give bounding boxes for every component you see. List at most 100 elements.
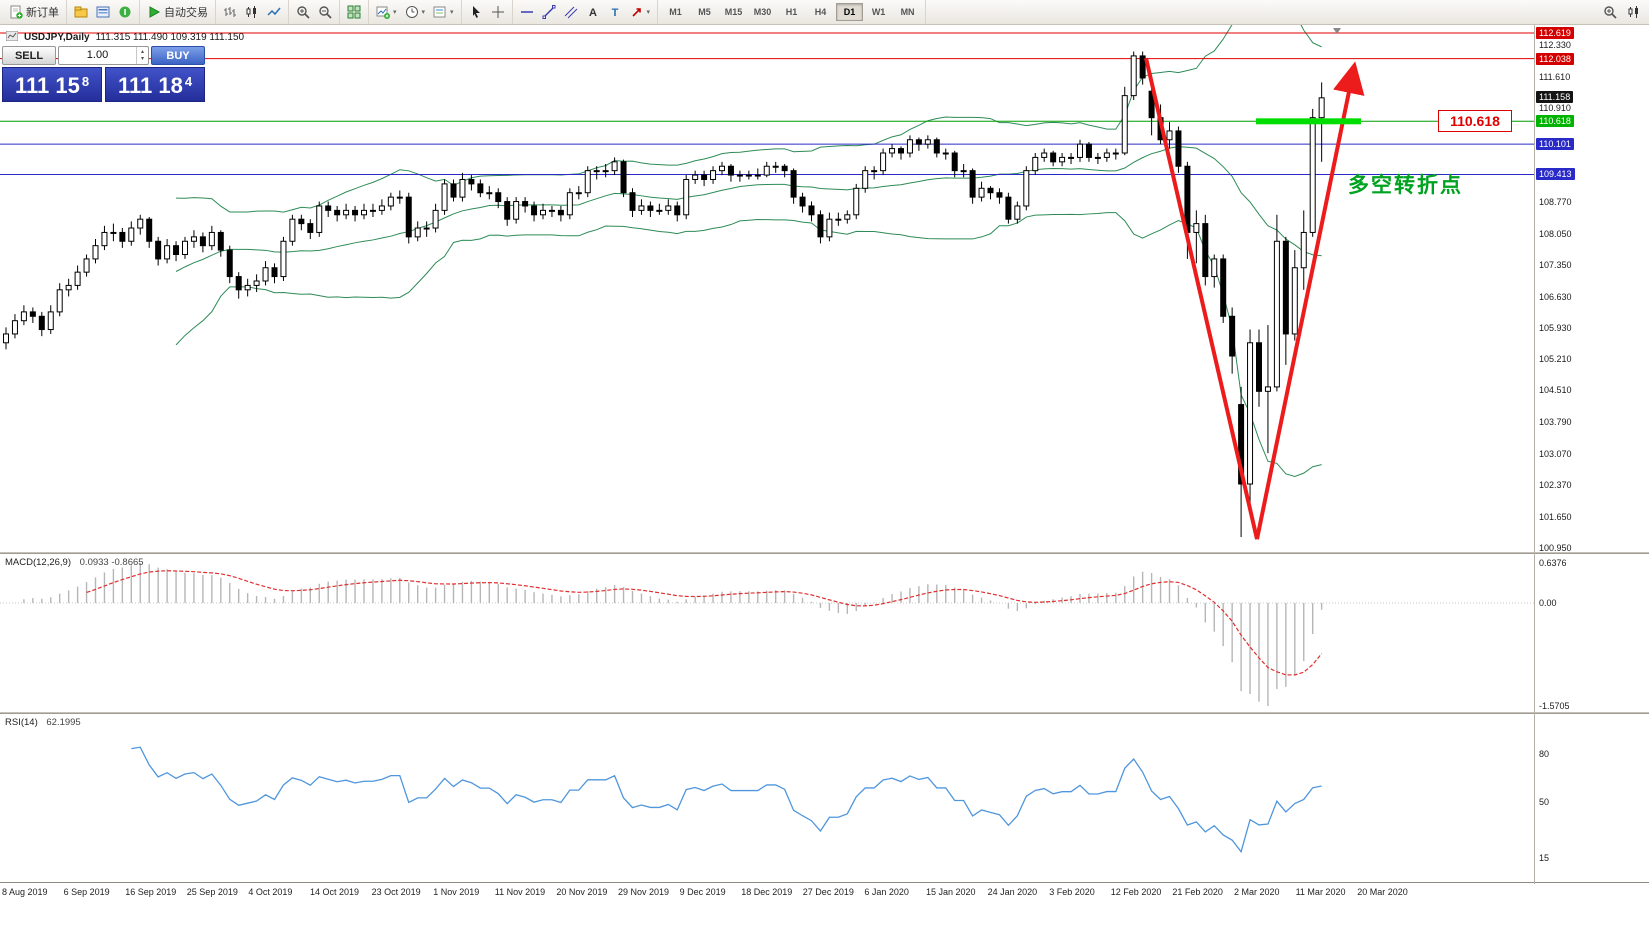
panel-splitter[interactable]: [0, 712, 1649, 714]
main-chart-plot[interactable]: [0, 25, 1534, 552]
zoom-in-icon[interactable]: [292, 2, 314, 22]
zoom-out-icon[interactable]: [314, 2, 336, 22]
date-label: 3 Feb 2020: [1049, 887, 1095, 897]
timeframe-toolbar: M1 M5 M15 M30 H1 H4 D1 W1 MN: [658, 0, 927, 24]
mini-chart-icon[interactable]: [1623, 2, 1645, 22]
new-chart-icon[interactable]: ▾: [372, 2, 401, 22]
buy-button[interactable]: BUY: [151, 46, 205, 65]
date-label: 27 Dec 2019: [802, 887, 854, 897]
svg-text:A: A: [589, 7, 597, 19]
navigator-icon[interactable]: [114, 2, 136, 22]
chevron-down-icon[interactable]: ▾: [450, 9, 454, 16]
date-label: 9 Dec 2019: [679, 887, 726, 897]
date-label: 23 Oct 2019: [371, 887, 421, 897]
text-icon[interactable]: A: [582, 2, 604, 22]
period-icon[interactable]: ▾: [401, 2, 430, 22]
price-tick-label: 108.050: [1539, 229, 1572, 240]
price-level-label[interactable]: 110.618: [1438, 110, 1512, 132]
macd-scale-label: -1.5705: [1539, 700, 1570, 711]
horizontal-line-icon[interactable]: [516, 2, 538, 22]
zoom-out-icon: [318, 5, 332, 19]
chart-symbol: USDJPY,Daily: [24, 32, 90, 43]
timeframe-h1[interactable]: H1: [778, 3, 805, 21]
panel-border: [0, 882, 1649, 883]
navigator-icon: [118, 5, 132, 19]
sell-price[interactable]: 111 15 8: [2, 67, 102, 102]
bar-chart-icon[interactable]: [219, 2, 241, 22]
crosshair-icon[interactable]: [487, 2, 509, 22]
macd-scale-label: 0.00: [1539, 597, 1557, 608]
template-icon[interactable]: ▾: [429, 2, 458, 22]
timeframe-h4[interactable]: H4: [807, 3, 834, 21]
trendline-icon[interactable]: [538, 2, 560, 22]
price-tick-label: 108.770: [1539, 197, 1572, 208]
scale-border: [1534, 25, 1535, 884]
chevron-down-icon[interactable]: ▾: [421, 9, 426, 16]
timeframe-mn[interactable]: MN: [894, 3, 921, 21]
date-label: 15 Jan 2020: [926, 887, 976, 897]
autotrading-button-label: 自动交易: [164, 7, 208, 19]
date-label: 20 Mar 2020: [1357, 887, 1408, 897]
rsi-plot[interactable]: [0, 714, 1534, 882]
chart-shift-marker: [1333, 28, 1341, 34]
time-axis[interactable]: 8 Aug 2019 6 Sep 2019 16 Sep 2019 25 Sep 20…: [0, 884, 1649, 902]
timeframe-w1[interactable]: W1: [865, 3, 892, 21]
macd-plot[interactable]: [0, 554, 1534, 712]
timeframe-m15[interactable]: M15: [720, 3, 747, 21]
timeframe-m1[interactable]: M1: [662, 3, 689, 21]
main-chart-panel: USDJPY,Daily 111.315 111.490 109.319 111…: [0, 25, 1649, 553]
volume-spinner[interactable]: ▴ ▾: [136, 47, 148, 64]
label-icon[interactable]: T: [604, 2, 626, 22]
line-chart-icon[interactable]: [263, 2, 285, 22]
arrows-icon: [630, 5, 644, 19]
buy-price-main: 111 18: [117, 73, 183, 98]
toolbar-group: [67, 0, 140, 24]
cursor-icon[interactable]: [465, 2, 487, 22]
charts-profile-icon[interactable]: [70, 2, 92, 22]
text-icon: A: [586, 5, 600, 19]
new-order-button-label: 新订单: [26, 7, 59, 19]
arrows-icon[interactable]: ▾: [626, 2, 655, 22]
macd-scale-label: 0.6376: [1539, 557, 1567, 568]
spinner-up-icon[interactable]: ▴: [140, 48, 144, 55]
toolbar-group: 自动交易: [140, 0, 216, 24]
toolbar-group: ▾ ▾ ▾: [369, 0, 462, 24]
trend-arrow-down: [1144, 57, 1259, 540]
price-line-label: 111.158: [1536, 91, 1574, 104]
price-tick-label: 106.630: [1539, 291, 1572, 302]
panel-splitter[interactable]: [0, 552, 1649, 554]
date-label: 11 Nov 2019: [494, 887, 546, 897]
rsi-title: RSI(14): [5, 717, 38, 728]
date-label: 2 Mar 2020: [1234, 887, 1280, 897]
annotation-note[interactable]: 多空转折点: [1348, 174, 1463, 197]
price-tick-label: 101.650: [1539, 511, 1572, 522]
crosshair-icon: [491, 5, 505, 19]
chevron-down-icon[interactable]: ▾: [646, 9, 651, 16]
buy-price[interactable]: 111 18 4: [105, 67, 205, 102]
candlestick-chart-icon[interactable]: [241, 2, 263, 22]
date-label: 8 Aug 2019: [2, 887, 48, 897]
chevron-down-icon[interactable]: ▾: [393, 9, 397, 16]
date-label: 16 Sep 2019: [125, 887, 177, 897]
timeframe-m30[interactable]: M30: [749, 3, 776, 21]
price-tick-label: 103.790: [1539, 417, 1572, 428]
market-watch-icon: [96, 5, 110, 19]
rsi-panel: RSI(14) 62.1995 80 50 15: [0, 714, 1649, 882]
date-label: 18 Dec 2019: [741, 887, 793, 897]
autotrading-icon: [147, 5, 161, 19]
sell-button[interactable]: SELL: [2, 46, 56, 65]
timeframe-d1[interactable]: D1: [836, 3, 864, 21]
volume-input[interactable]: 1.00 ▴ ▾: [58, 46, 149, 65]
tile-windows-icon[interactable]: [343, 2, 365, 22]
search-icon[interactable]: [1599, 2, 1621, 22]
macd-values: 0.0933 -0.8665: [79, 557, 144, 568]
timeframe-m5[interactable]: M5: [691, 3, 718, 21]
market-watch-icon[interactable]: [92, 2, 114, 22]
price-scale[interactable]: 112.330 111.610 110.910 108.770 108.050 107.3…: [1536, 25, 1648, 553]
autotrading-button[interactable]: 自动交易: [143, 2, 212, 22]
spinner-down-icon[interactable]: ▾: [140, 55, 144, 62]
new-order-button[interactable]: 新订单: [5, 2, 63, 22]
new-chart-icon: [376, 5, 390, 19]
channel-icon[interactable]: [560, 2, 582, 22]
